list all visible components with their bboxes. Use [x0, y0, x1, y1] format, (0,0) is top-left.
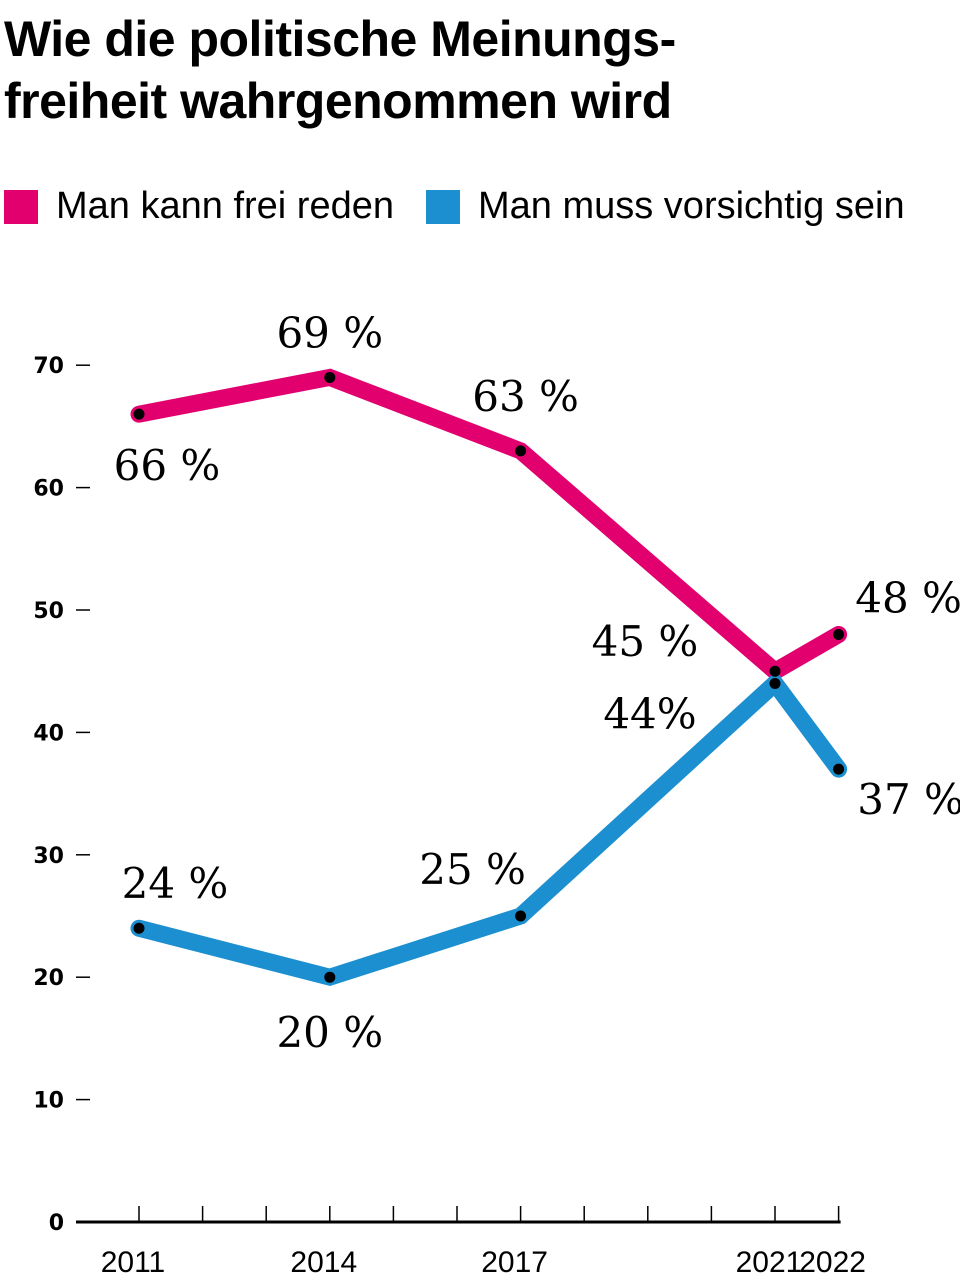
series-line-0	[130, 368, 848, 682]
legend: Man kann frei reden Man muss vorsichtig …	[4, 185, 937, 228]
data-point	[769, 665, 781, 677]
data-point	[515, 445, 527, 457]
series-line-1	[130, 670, 848, 987]
legend-item-vorsichtig: Man muss vorsichtig sein	[425, 185, 905, 228]
legend-label: Man kann frei reden	[56, 185, 394, 227]
y-tick-label: 60	[33, 477, 64, 502]
chart-title-line-2: freiheit wahrgenommen wird	[4, 73, 672, 129]
x-tick-label: 2017	[481, 1246, 548, 1279]
y-tick-label: 20	[33, 966, 64, 991]
x-tick-label: 2022	[799, 1246, 866, 1279]
data-label: 48 %	[855, 573, 960, 622]
data-label: 63 %	[472, 372, 579, 421]
data-label: 25 %	[419, 845, 526, 894]
data-point	[833, 628, 845, 640]
x-tick-label: 2021	[736, 1246, 803, 1279]
y-tick-label: 40	[33, 721, 64, 746]
data-label: 44%	[603, 689, 696, 738]
legend-item-frei-reden: Man kann frei reden	[4, 185, 394, 228]
data-point	[324, 371, 336, 383]
x-tick-label: 2014	[290, 1246, 357, 1279]
chart-title-line-1: Wie die politische Meinungs-	[4, 11, 676, 67]
data-point	[133, 922, 145, 934]
data-label: 45 %	[592, 617, 699, 666]
y-tick-label: 70	[33, 354, 64, 379]
legend-label: Man muss vorsichtig sein	[477, 185, 905, 227]
data-label: 69 %	[276, 308, 383, 357]
y-tick-label: 50	[33, 599, 64, 624]
data-point	[769, 677, 781, 689]
data-point	[133, 408, 145, 420]
chart-title: Wie die politische Meinungs- freiheit wa…	[4, 8, 676, 132]
legend-swatch-blue	[425, 189, 460, 224]
data-label: 24 %	[122, 859, 229, 908]
x-tick-label: 2011	[101, 1246, 166, 1279]
y-tick-label: 30	[33, 844, 64, 869]
data-point	[324, 971, 336, 983]
data-point	[833, 763, 845, 775]
legend-swatch-pink	[4, 189, 38, 224]
data-label: 37 %	[857, 775, 960, 824]
data-label: 20 %	[276, 1008, 383, 1057]
y-tick-label: 0	[49, 1211, 64, 1236]
data-point	[515, 910, 527, 922]
data-label: 66 %	[114, 441, 221, 490]
y-tick-label: 10	[33, 1089, 64, 1114]
